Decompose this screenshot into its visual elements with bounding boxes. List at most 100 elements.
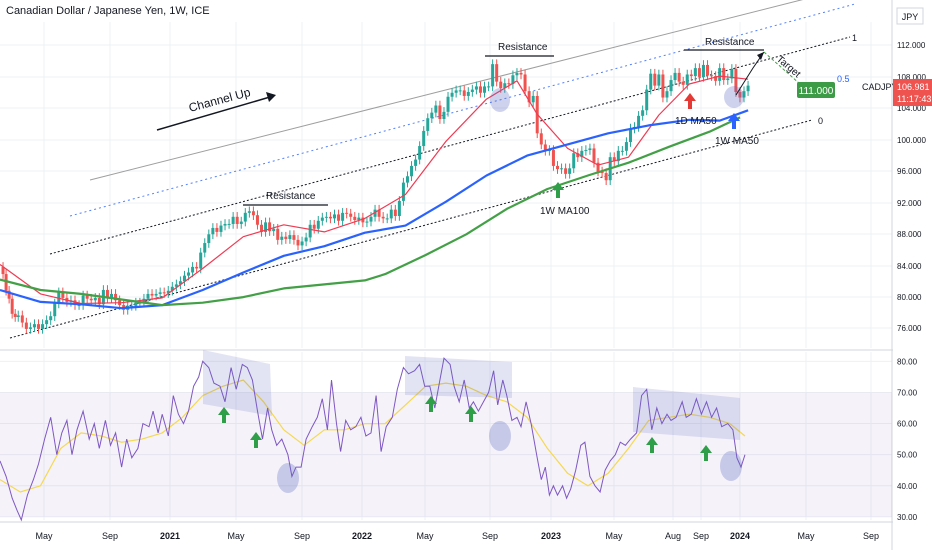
candle-body: [511, 75, 515, 85]
ma50w-label: 1W MA50: [715, 136, 759, 147]
target-badge: [797, 82, 835, 98]
up-arrow-blue: [728, 113, 740, 129]
candle-body: [247, 211, 251, 213]
candle-body: [405, 176, 409, 183]
candle-body: [16, 315, 20, 317]
candle-body: [422, 130, 426, 147]
candle-body: [714, 76, 718, 81]
candle-body: [349, 213, 353, 217]
candle-body: [649, 73, 653, 90]
rsi-up-arrow: [218, 407, 230, 423]
candle-body: [657, 74, 661, 86]
channel-up-label: Channel Up: [187, 85, 252, 115]
candle-body: [677, 72, 681, 82]
candle-body: [191, 266, 195, 273]
x-tick-label: May: [35, 531, 53, 541]
candle-body: [701, 64, 705, 77]
channel-line-mid: [69, 3, 856, 217]
candle-body: [689, 74, 693, 77]
rsi-highlight-box: [633, 387, 740, 440]
candle-body: [592, 148, 596, 163]
candle-body: [187, 272, 191, 276]
candle-body: [207, 234, 211, 244]
x-tick-label: May: [605, 531, 623, 541]
candle-body: [580, 150, 584, 158]
rsi-band: [0, 392, 892, 517]
price-tag-value: 106.981: [897, 82, 930, 92]
candle-body: [685, 74, 689, 85]
x-tick-label: Sep: [102, 531, 118, 541]
rsi-highlight-box: [405, 356, 512, 398]
highlight-circles: [277, 86, 744, 493]
candle-body: [742, 91, 746, 98]
candle-body: [105, 289, 109, 298]
x-tick-label: Sep: [294, 531, 310, 541]
candle-body: [483, 86, 487, 93]
candle-body: [410, 165, 414, 177]
candle-body: [328, 216, 332, 219]
candle-body: [641, 110, 645, 116]
candle-body: [669, 80, 673, 92]
candle-body: [726, 78, 730, 81]
candle-body: [434, 105, 438, 113]
candle-body: [280, 236, 284, 240]
target-label: Target: [774, 54, 803, 80]
candle-body: [734, 68, 738, 92]
rsi-highlight-box: [203, 350, 272, 416]
candle-body: [93, 297, 97, 301]
candle-body: [418, 146, 422, 160]
candle-body: [73, 300, 77, 306]
candle-body: [215, 227, 219, 232]
candle-body: [170, 286, 174, 291]
y-tick-label: 104.000: [897, 104, 926, 113]
candle-body: [337, 214, 341, 221]
candle-body: [373, 209, 377, 217]
candle-body: [320, 217, 324, 221]
resistance-label-1: Resistance: [266, 191, 316, 202]
candle-body: [466, 91, 470, 96]
candle-body: [203, 243, 207, 253]
candle-body: [341, 212, 345, 221]
highlight-circle: [720, 451, 742, 481]
candle-body: [49, 316, 53, 321]
candle-body: [438, 105, 442, 120]
x-tick-label: 2022: [352, 531, 372, 541]
candle-body: [673, 72, 677, 81]
candle-body: [10, 298, 14, 314]
candle-body: [693, 68, 697, 77]
candle-body: [560, 168, 564, 170]
rsi-ma-line: [0, 379, 746, 493]
y-tick-label: 92.000: [897, 199, 922, 208]
candle-body: [260, 224, 264, 232]
candle-body: [710, 75, 714, 77]
candle-body: [604, 173, 608, 181]
candle-body: [162, 292, 166, 294]
candle-body: [20, 315, 24, 323]
candle-body: [255, 215, 259, 225]
channel-line-bottom: [9, 119, 813, 339]
candle-body: [235, 216, 239, 224]
candle-body: [227, 223, 231, 225]
y-tick-label: 80.000: [897, 293, 922, 302]
rsi-up-arrow: [700, 445, 712, 461]
x-tick-label: Aug: [665, 531, 681, 541]
candle-body: [146, 293, 150, 299]
resistance-label-2: Resistance: [498, 42, 548, 53]
rsi-up-arrow: [465, 406, 477, 422]
channel-level-05: 0.5: [837, 74, 850, 84]
candle-body: [722, 68, 726, 81]
candle-body: [85, 295, 89, 299]
candle-body: [211, 227, 215, 235]
candle-body: [470, 89, 474, 92]
candle-body: [369, 216, 373, 222]
candle-body: [13, 313, 17, 317]
candle-body: [454, 90, 458, 93]
rsi-highlight-boxes: [203, 350, 740, 440]
candle-body: [665, 91, 669, 98]
candle-body: [645, 89, 649, 111]
y-tick-label: 88.000: [897, 230, 922, 239]
candle-body: [556, 165, 559, 170]
up-arrow-red: [684, 93, 696, 109]
